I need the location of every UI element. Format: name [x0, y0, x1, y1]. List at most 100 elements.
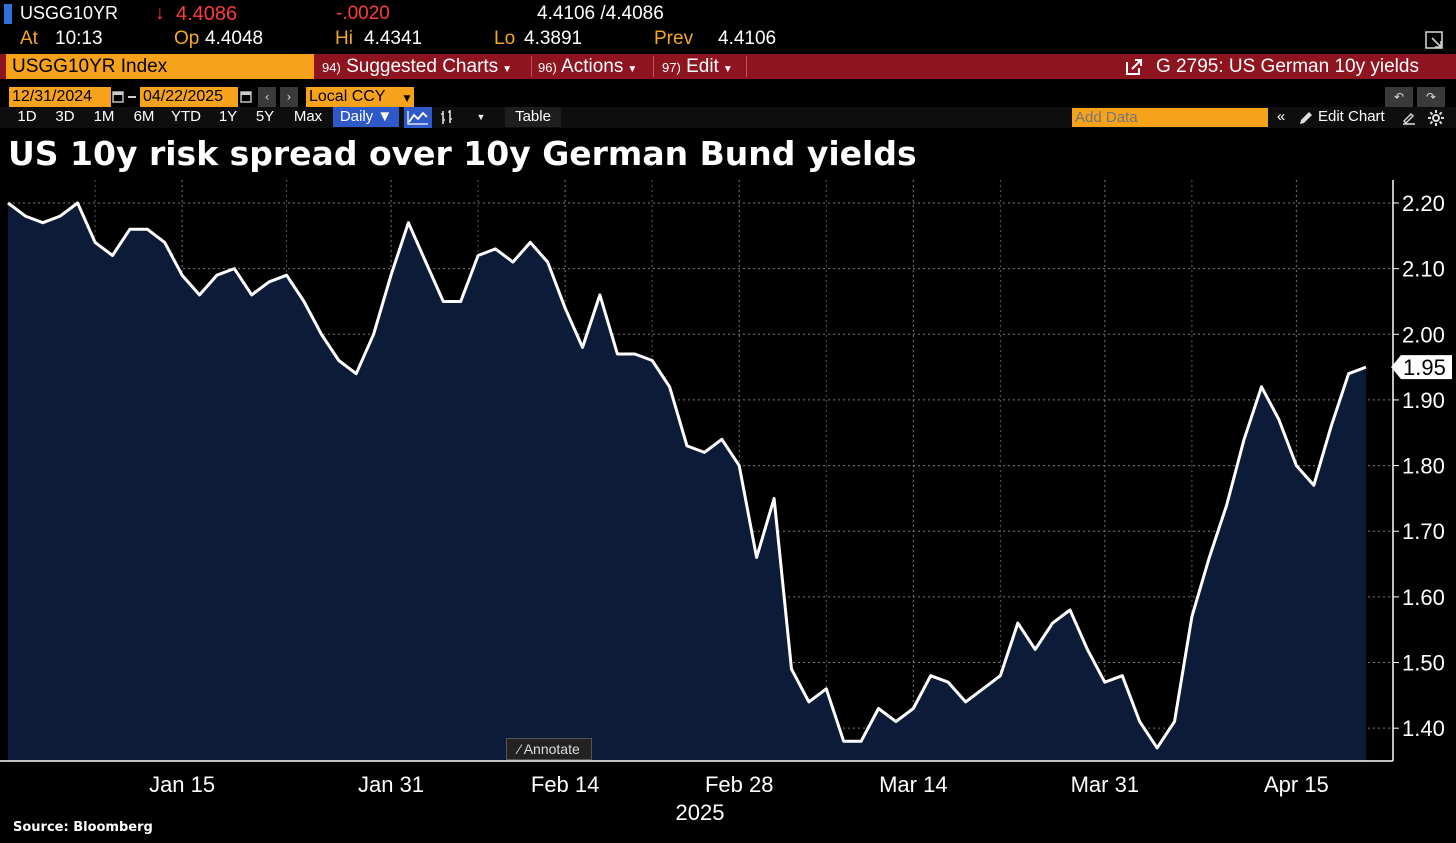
security-field[interactable]: USGG10YR Index	[6, 54, 314, 79]
external-link-icon[interactable]	[1124, 57, 1144, 77]
y-axis-ticks: 2.20 2.10 2.00 1.90 1.80 1.70 1.60 1.50 1.40	[1393, 191, 1445, 741]
currency-dropdown-button[interactable]: ▼	[400, 87, 414, 107]
actions-menu[interactable]: 96) Actions ▼	[538, 54, 637, 82]
currency-select[interactable]: Local CCY	[306, 87, 400, 107]
dropdown-caret-icon: ▼	[722, 64, 733, 75]
table-button[interactable]: Table	[505, 107, 561, 127]
annotate-label: Annotate	[523, 741, 580, 757]
redo-button[interactable]: ↷	[1417, 87, 1445, 107]
y-tick-label: 1.90	[1402, 388, 1445, 413]
source-footnote: Source: Bloomberg	[13, 820, 153, 835]
last-value-label: 1.95	[1391, 355, 1452, 380]
period-1y[interactable]: 1Y	[218, 108, 238, 125]
undo-icon: ↶	[1393, 90, 1405, 104]
menu-divider	[653, 56, 654, 77]
x-tick-label: Feb 28	[705, 772, 774, 797]
dropdown-caret-icon: ▼	[627, 64, 638, 75]
date-range-dash	[128, 96, 136, 98]
spread-area	[8, 203, 1366, 761]
dropdown-caret-icon: ▼	[476, 112, 486, 122]
low-label: Lo	[494, 28, 516, 49]
actions-number: 96)	[538, 60, 557, 75]
redo-icon: ↷	[1425, 90, 1437, 104]
chart-name[interactable]: G 2795: US German 10y yields	[1156, 56, 1419, 77]
chevron-left-icon: ‹	[264, 90, 270, 104]
x-tick-label: Feb 14	[531, 772, 600, 797]
suggested-charts-label: Suggested Charts	[346, 56, 499, 77]
ticker-symbol[interactable]: USGG10YR	[20, 3, 119, 23]
popout-icon[interactable]	[1424, 30, 1446, 52]
edit-label: Edit	[686, 56, 719, 77]
ticker-color-marker	[4, 4, 12, 24]
collapse-icon[interactable]: «	[1276, 108, 1286, 125]
period-3d[interactable]: 3D	[55, 108, 75, 125]
y-tick-label: 1.60	[1402, 585, 1445, 610]
x-tick-label: Jan 31	[358, 772, 424, 797]
period-max[interactable]: Max	[293, 108, 323, 125]
edit-number: 97)	[662, 60, 681, 75]
menu-divider	[531, 56, 532, 77]
y-tick-label: 2.10	[1402, 257, 1445, 282]
net-change: -.0020	[336, 3, 390, 24]
frequency-select[interactable]: Daily ▼	[333, 107, 399, 127]
high-label: Hi	[335, 28, 353, 49]
add-data-input[interactable]	[1072, 108, 1268, 127]
edit-chart-button[interactable]: Edit Chart	[1318, 108, 1385, 125]
gear-icon[interactable]	[1427, 109, 1445, 127]
period-6m[interactable]: 6M	[133, 108, 155, 125]
previous-period-button[interactable]: ‹	[258, 87, 276, 107]
y-tick-label: 2.20	[1402, 191, 1445, 216]
open-label: Op	[174, 28, 200, 49]
chevron-right-icon: ›	[286, 90, 292, 104]
next-period-button[interactable]: ›	[280, 87, 298, 107]
edit-menu[interactable]: 97) Edit ▼	[662, 54, 733, 82]
dropdown-caret-icon: ▼	[403, 94, 411, 104]
period-ytd[interactable]: YTD	[171, 108, 201, 125]
bid-ask: 4.4106 /4.4086	[537, 3, 664, 24]
calendar-icon[interactable]	[112, 89, 124, 103]
end-date-field[interactable]: 04/22/2025	[140, 87, 238, 107]
y-tick-label: 1.40	[1402, 716, 1445, 741]
spread-line	[7, 201, 1367, 750]
x-tick-label: Mar 14	[879, 772, 947, 797]
spread-chart[interactable]: Jan 15 Jan 31 Feb 14 Feb 28 Mar 14 Mar 31 Apr …	[0, 180, 1456, 840]
chart-title: US 10y risk spread over 10y German Bund …	[8, 134, 917, 173]
annotate-icon: ⁄	[518, 741, 524, 757]
suggested-charts-menu[interactable]: 94) Suggested Charts ▼	[322, 54, 512, 82]
prev-value: 4.4106	[718, 28, 777, 49]
x-tick-label: Jan 15	[149, 772, 215, 797]
y-tick-label: 2.00	[1402, 322, 1445, 347]
start-date-field[interactable]: 12/31/2024	[9, 87, 111, 107]
period-5y[interactable]: 5Y	[255, 108, 275, 125]
last-value-tag	[1391, 355, 1452, 380]
line-chart-icon[interactable]	[404, 107, 432, 128]
annotate-button[interactable]: ⁄ Annotate	[506, 738, 592, 760]
undo-button[interactable]: ↶	[1385, 87, 1413, 107]
suggested-charts-number: 94)	[322, 60, 341, 75]
bar-chart-icon[interactable]	[436, 107, 458, 128]
menu-divider	[746, 56, 747, 77]
last-arrow: ↓	[155, 3, 165, 24]
y-tick-label: 1.50	[1402, 651, 1445, 676]
x-axis-ticks: Jan 15 Jan 31 Feb 14 Feb 28 Mar 14 Mar 31 Apr …	[149, 772, 1329, 797]
at-label: At	[20, 28, 38, 49]
calendar-icon[interactable]	[240, 89, 252, 103]
chart-type-dropdown[interactable]: ▼	[472, 107, 490, 127]
x-tick-label: Apr 15	[1264, 772, 1329, 797]
pencil-icon[interactable]	[1298, 110, 1314, 126]
at-time: 10:13	[55, 28, 103, 49]
x-tick-label: Mar 31	[1071, 772, 1139, 797]
last-price: 4.4086	[176, 3, 238, 25]
y-tick-label: 1.70	[1402, 519, 1445, 544]
high-value: 4.4341	[364, 28, 423, 49]
low-value: 4.3891	[524, 28, 583, 49]
y-tick-label: 1.80	[1402, 454, 1445, 479]
last-value-text: 1.95	[1403, 355, 1446, 380]
chart-edit-icon[interactable]	[1401, 110, 1417, 126]
period-1m[interactable]: 1M	[93, 108, 115, 125]
open-value: 4.4048	[205, 28, 264, 49]
dropdown-caret-icon: ▼	[502, 64, 513, 75]
actions-label: Actions	[561, 56, 624, 77]
prev-label: Prev	[654, 28, 694, 49]
period-1d[interactable]: 1D	[17, 108, 37, 125]
